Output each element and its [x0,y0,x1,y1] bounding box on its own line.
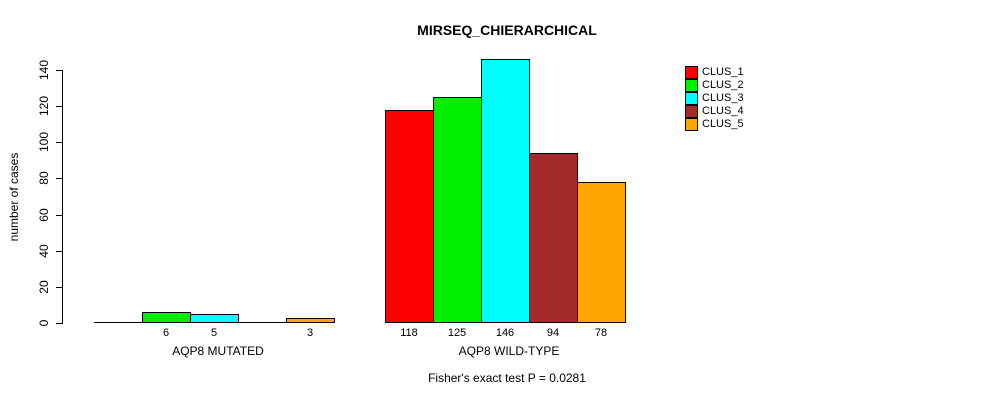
legend-swatch-clus-5 [685,118,698,131]
legend-item: CLUS_3 [685,92,744,105]
legend-swatch-clus-4 [685,105,698,118]
y-axis-tick [56,178,62,179]
bar-clus-4-aqp8-wild-type [529,153,578,323]
y-tick-label: 60 [37,208,51,222]
legend-item: CLUS_5 [685,118,744,131]
bar-clus-4-aqp8-mutated [238,322,287,323]
y-tick-label: 100 [37,131,51,153]
x-group-label: AQP8 MUTATED [172,344,264,358]
bar-value-label: 6 [162,327,170,339]
bar-clus-5-aqp8-wild-type [577,182,626,323]
legend-item: CLUS_1 [685,66,744,79]
y-tick-label: 120 [37,95,51,117]
x-group-label: AQP8 WILD-TYPE [458,344,560,358]
bar-clus-1-aqp8-wild-type [385,110,434,323]
y-axis [62,70,63,324]
legend-swatch-clus-2 [685,79,698,92]
bar-value-label: 94 [546,327,560,339]
bar-value-label: 146 [495,327,515,339]
y-tick-label: 140 [37,59,51,81]
legend-label: CLUS_5 [702,118,744,130]
y-tick-label: 0 [37,319,51,327]
bar-value-label: 78 [594,327,608,339]
bar-clus-3-aqp8-mutated [190,314,239,323]
chart-title: MIRSEQ_CHIERARCHICAL [417,22,597,38]
y-axis-tick [56,215,62,216]
bar-value-label: 125 [447,327,467,339]
bar-value-label: 5 [210,327,218,339]
bar-clus-5-aqp8-mutated [286,318,335,323]
bar-value-label: 3 [306,327,314,339]
legend-swatch-clus-1 [685,66,698,79]
legend-label: CLUS_2 [702,79,744,91]
bar-clus-2-aqp8-wild-type [433,97,482,323]
bar-clus-3-aqp8-wild-type [481,59,530,323]
footnote: Fisher's exact test P = 0.0281 [428,371,586,385]
y-axis-tick [56,106,62,107]
legend-label: CLUS_1 [702,66,744,78]
bar-clus-2-aqp8-mutated [142,312,191,323]
legend-item: CLUS_4 [685,105,744,118]
y-axis-tick [56,287,62,288]
y-tick-label: 20 [37,280,51,294]
y-axis-tick [56,323,62,324]
y-axis-tick [56,142,62,143]
y-axis-tick [56,251,62,252]
legend-label: CLUS_4 [702,105,744,117]
bar-clus-1-aqp8-mutated [94,322,143,323]
legend: CLUS_1 CLUS_2 CLUS_3 CLUS_4 CLUS_5 [685,66,744,131]
legend-swatch-clus-3 [685,92,698,105]
legend-item: CLUS_2 [685,79,744,92]
y-tick-label: 40 [37,244,51,258]
y-tick-label: 80 [37,171,51,185]
legend-label: CLUS_3 [702,92,744,104]
bar-value-label: 118 [400,327,418,339]
y-axis-tick [56,70,62,71]
